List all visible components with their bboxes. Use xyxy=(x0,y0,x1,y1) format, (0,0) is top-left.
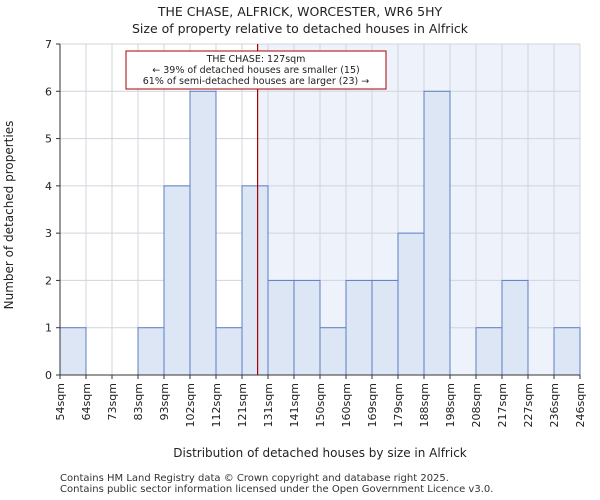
x-tick-label: 217sqm xyxy=(496,383,509,427)
histogram-bar xyxy=(475,327,503,376)
histogram-bar xyxy=(59,327,87,376)
histogram-bar xyxy=(397,232,425,376)
x-tick-label: 198sqm xyxy=(444,383,457,427)
annotation-box xyxy=(125,50,387,90)
y-axis-label: Number of detached properties xyxy=(2,121,16,310)
plot-area: 0 1 2 3 4 5 6 7 54sqm 64sqm 73sqm 83sqm 93sqm 102sqm 1… xyxy=(45,38,587,427)
histogram-bar xyxy=(345,279,373,376)
footer-attribution-1: Contains HM Land Registry data © Crown c… xyxy=(60,473,449,484)
y-tick-label: 2 xyxy=(45,274,52,287)
x-tick-label: 54sqm xyxy=(54,383,67,420)
histogram-bar xyxy=(501,279,529,376)
histogram-bar xyxy=(189,90,217,376)
footer-attribution-2: Contains public sector information licen… xyxy=(60,484,494,495)
histogram-bar xyxy=(293,279,321,376)
annotation-line-3: 61% of semi-detached houses are larger (… xyxy=(143,76,370,87)
histogram-bar xyxy=(319,327,347,376)
chart-subtitle: Size of property relative to detached ho… xyxy=(132,21,469,36)
y-tick-label: 6 xyxy=(45,85,52,98)
x-tick-label: 160sqm xyxy=(340,383,353,427)
annotation-line-2: ← 39% of detached houses are smaller (15… xyxy=(152,65,359,76)
x-tick-label: 141sqm xyxy=(288,383,301,427)
x-tick-label: 73sqm xyxy=(106,383,119,420)
x-tick-label: 150sqm xyxy=(314,383,327,427)
y-tick-label: 1 xyxy=(45,322,52,335)
x-tick-label: 131sqm xyxy=(262,383,275,427)
histogram-bar xyxy=(137,327,165,376)
histogram-bar xyxy=(423,90,451,376)
histogram-bar xyxy=(241,185,269,376)
x-tick-label: 64sqm xyxy=(80,383,93,420)
histogram-bar xyxy=(267,279,295,376)
y-tick-label: 0 xyxy=(45,369,52,382)
histogram-bar xyxy=(371,279,399,376)
x-tick-label: 236sqm xyxy=(548,383,561,427)
y-tick-label: 7 xyxy=(45,38,52,51)
x-tick-label: 121sqm xyxy=(236,383,249,427)
chart-title: THE CHASE, ALFRICK, WORCESTER, WR6 5HY xyxy=(157,4,443,19)
y-tick-label: 5 xyxy=(45,133,52,146)
y-tick-label: 4 xyxy=(45,180,52,193)
x-tick-label: 179sqm xyxy=(392,383,405,427)
x-axis-label: Distribution of detached houses by size … xyxy=(173,446,467,460)
histogram-bar xyxy=(163,185,191,376)
x-tick-label: 246sqm xyxy=(574,383,587,427)
histogram-bar xyxy=(553,327,581,376)
x-tick-label: 83sqm xyxy=(132,383,145,420)
annotation-line-1: THE CHASE: 127sqm xyxy=(206,54,306,65)
x-tick-label: 169sqm xyxy=(366,383,379,427)
x-tick-label: 208sqm xyxy=(470,383,483,427)
histogram-bar xyxy=(215,327,243,376)
x-tick-label: 93sqm xyxy=(158,383,171,420)
x-tick-label: 188sqm xyxy=(418,383,431,427)
x-tick-label: 112sqm xyxy=(210,383,223,427)
x-tick-label: 227sqm xyxy=(522,383,535,427)
x-tick-label: 102sqm xyxy=(184,383,197,427)
y-tick-label: 3 xyxy=(45,227,52,240)
